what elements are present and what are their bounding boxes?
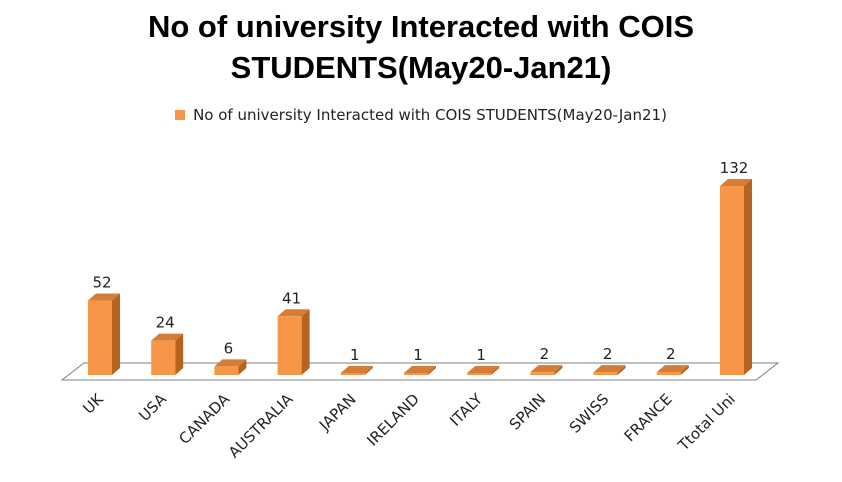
bar-side-7 — [554, 365, 563, 375]
bar-10 — [720, 186, 744, 375]
data-label-2: 6 — [224, 339, 234, 357]
bar-3 — [277, 316, 302, 375]
bar-top-3 — [277, 309, 310, 317]
data-label-8: 2 — [603, 345, 613, 363]
bar-top-6 — [467, 366, 500, 373]
bar-7 — [530, 372, 555, 375]
bar-8 — [593, 372, 618, 375]
bar-top-9 — [656, 365, 689, 373]
bar-top-2 — [214, 359, 247, 367]
legend: No of university Interacted with COIS ST… — [0, 106, 842, 124]
bar-top-8 — [593, 365, 626, 373]
bar-side-4 — [364, 366, 373, 375]
data-label-7: 2 — [540, 345, 550, 363]
category-label-8: SWISS — [566, 390, 613, 437]
bar-side-3 — [301, 309, 310, 375]
bar-2 — [214, 366, 239, 375]
category-label-0: UK — [79, 389, 107, 417]
bar-side-10 — [744, 179, 752, 375]
bar-top-7 — [530, 365, 563, 373]
bar-side-6 — [491, 366, 500, 375]
bar-top-1 — [151, 333, 184, 341]
category-label-1: USA — [135, 390, 170, 425]
category-label-9: FRANCE — [621, 390, 676, 445]
bar-side-1 — [175, 333, 184, 375]
bar-side-5 — [428, 366, 436, 375]
chart-title: No of university Interacted with COIS ST… — [0, 6, 842, 88]
category-label-5: IRELAND — [363, 390, 422, 449]
chart-title-line1: No of university Interacted with COIS — [147, 9, 695, 44]
bar-0 — [88, 300, 112, 375]
data-label-9: 2 — [666, 345, 676, 363]
category-label-4: JAPAN — [315, 390, 360, 435]
bar-4 — [340, 373, 365, 375]
legend-swatch — [175, 110, 186, 120]
bar-top-10 — [720, 179, 752, 186]
bar-9 — [656, 372, 681, 375]
category-label-7: SPAIN — [506, 390, 549, 433]
bar-side-9 — [680, 365, 689, 375]
bar-side-2 — [238, 359, 247, 375]
category-label-3: AUSTRALIA — [225, 390, 297, 462]
category-label-2: CANADA — [175, 390, 233, 448]
legend-label: No of university Interacted with COIS ST… — [193, 106, 667, 124]
data-label-6: 1 — [476, 346, 486, 364]
bar-top-5 — [404, 366, 436, 373]
data-label-0: 52 — [92, 274, 111, 292]
bar-top-0 — [88, 293, 120, 301]
data-label-5: 1 — [413, 346, 423, 364]
data-label-4: 1 — [350, 346, 360, 364]
bar-side-0 — [112, 293, 120, 375]
data-label-3: 41 — [282, 289, 301, 307]
bar-top-4 — [340, 366, 373, 373]
data-label-10: 132 — [720, 159, 749, 177]
chart-title-line2: STUDENTS(May20-Jan21) — [230, 50, 612, 85]
bar-1 — [151, 340, 176, 375]
bar-5 — [404, 373, 428, 375]
data-label-1: 24 — [156, 314, 175, 332]
bar-6 — [467, 373, 492, 375]
category-label-6: ITALY — [446, 390, 486, 430]
category-label-10: Ttotal Uni — [674, 390, 739, 455]
bar-side-8 — [617, 365, 626, 375]
